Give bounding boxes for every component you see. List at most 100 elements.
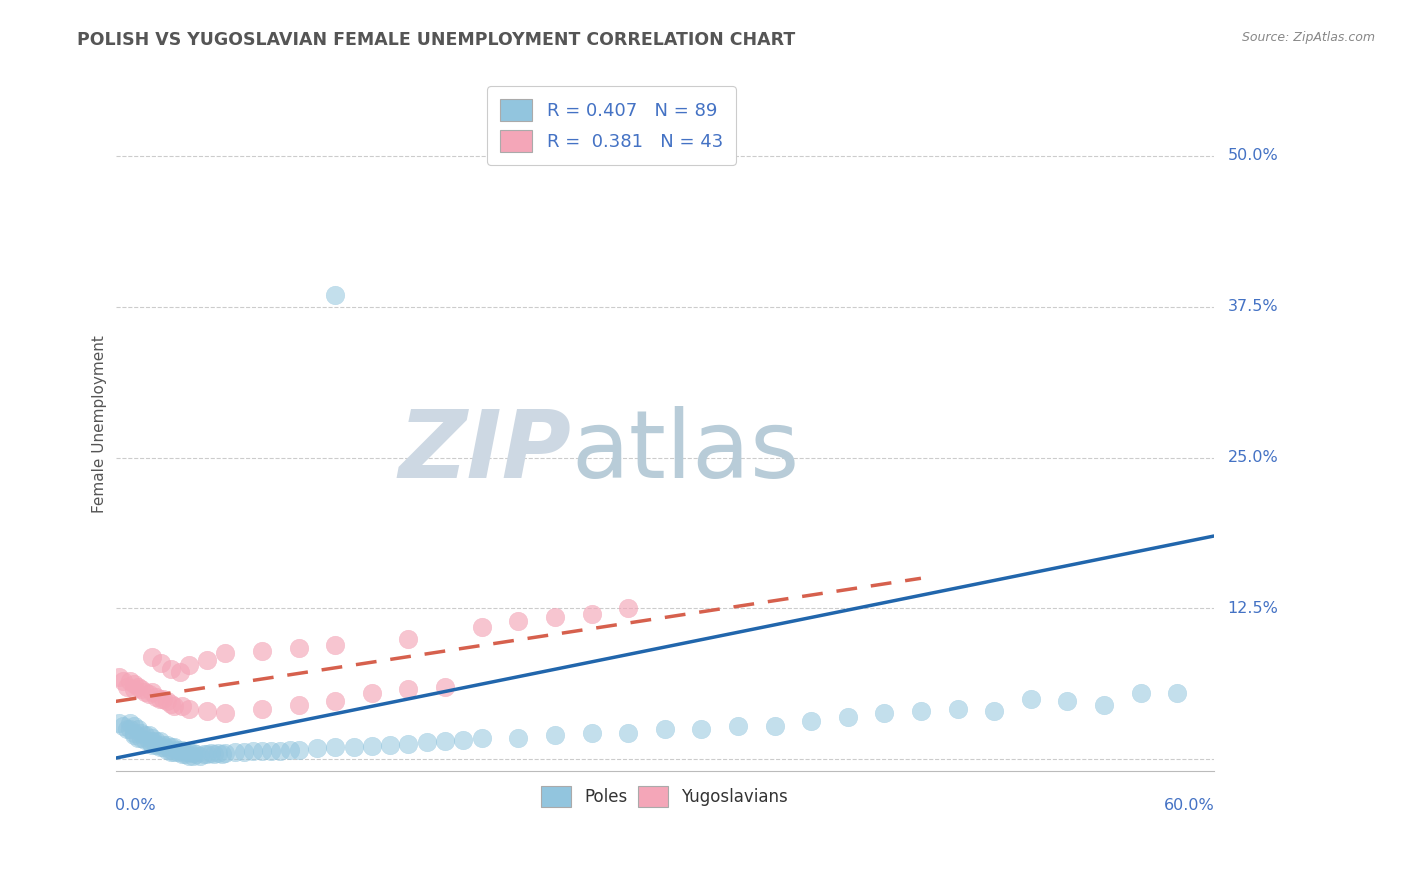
Point [508, 731, 530, 745]
Point [122, 682, 145, 697]
Point [174, 747, 197, 762]
Point [122, 728, 145, 742]
Point [167, 745, 190, 759]
Point [232, 745, 254, 759]
Point [278, 742, 301, 756]
Point [207, 746, 229, 760]
Point [200, 746, 222, 760]
Point [141, 738, 163, 752]
Point [250, 744, 273, 758]
Point [141, 731, 163, 745]
Point [181, 746, 204, 760]
Point [204, 747, 226, 762]
Point [129, 731, 152, 745]
Point [342, 740, 364, 755]
Point [360, 739, 382, 753]
Point [141, 684, 163, 698]
Point [1056, 694, 1078, 708]
Point [1019, 692, 1042, 706]
Point [617, 601, 640, 615]
Point [837, 710, 859, 724]
Point [323, 638, 346, 652]
Point [211, 747, 233, 762]
Point [195, 747, 218, 762]
Point [873, 706, 896, 721]
Point [727, 718, 749, 732]
Point [145, 738, 167, 752]
Point [195, 653, 218, 667]
Point [159, 662, 181, 676]
Point [134, 733, 156, 747]
Point [115, 722, 138, 736]
Point [193, 747, 215, 762]
Point [398, 682, 420, 697]
Point [115, 680, 138, 694]
Point [983, 704, 1005, 718]
Point [763, 718, 786, 732]
Point [186, 747, 208, 762]
Point [159, 740, 181, 755]
Point [287, 698, 309, 712]
Point [156, 742, 179, 756]
Point [122, 725, 145, 739]
Point [287, 641, 309, 656]
Point [1166, 686, 1188, 700]
Point [177, 748, 200, 763]
Text: 50.0%: 50.0% [1227, 148, 1278, 163]
Point [122, 677, 145, 691]
Point [214, 706, 236, 721]
Text: 12.5%: 12.5% [1227, 601, 1278, 616]
Point [910, 704, 932, 718]
Point [149, 692, 172, 706]
Point [177, 658, 200, 673]
Text: POLISH VS YUGOSLAVIAN FEMALE UNEMPLOYMENT CORRELATION CHART: POLISH VS YUGOSLAVIAN FEMALE UNEMPLOYMEN… [77, 31, 796, 49]
Point [471, 619, 494, 633]
Point [149, 740, 172, 755]
Point [287, 742, 309, 756]
Point [260, 744, 283, 758]
Point [1092, 698, 1115, 712]
Point [398, 737, 420, 751]
Point [169, 665, 191, 680]
Point [269, 744, 291, 758]
Point [195, 704, 218, 718]
Point [360, 686, 382, 700]
Text: ZIP: ZIP [398, 406, 571, 498]
Point [159, 742, 181, 756]
Point [156, 738, 179, 752]
Point [544, 728, 567, 742]
Point [471, 731, 494, 745]
Point [145, 690, 167, 704]
Text: atlas: atlas [571, 406, 800, 498]
Point [170, 747, 193, 762]
Legend: Poles, Yugoslavians: Poles, Yugoslavians [533, 778, 796, 815]
Text: 25.0%: 25.0% [1227, 450, 1278, 465]
Point [152, 740, 174, 755]
Point [152, 738, 174, 752]
Point [250, 701, 273, 715]
Point [156, 694, 179, 708]
Point [508, 614, 530, 628]
Text: Source: ZipAtlas.com: Source: ZipAtlas.com [1241, 31, 1375, 45]
Point [1129, 686, 1152, 700]
Point [214, 646, 236, 660]
Point [120, 722, 142, 736]
Point [170, 699, 193, 714]
Point [108, 716, 131, 731]
Y-axis label: Female Unemployment: Female Unemployment [93, 335, 107, 514]
Point [323, 694, 346, 708]
Point [134, 728, 156, 742]
Point [453, 733, 475, 747]
Point [127, 731, 149, 745]
Point [434, 680, 457, 694]
Point [138, 728, 160, 742]
Point [163, 745, 186, 759]
Point [159, 697, 181, 711]
Point [323, 287, 346, 301]
Point [129, 725, 152, 739]
Point [188, 748, 211, 763]
Point [174, 745, 197, 759]
Point [163, 740, 186, 755]
Point [108, 670, 131, 684]
Point [224, 745, 246, 759]
